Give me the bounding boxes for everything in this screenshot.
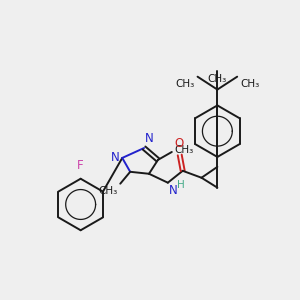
Text: CH₃: CH₃ bbox=[98, 186, 117, 196]
Text: CH₃: CH₃ bbox=[208, 74, 227, 84]
Text: H: H bbox=[177, 180, 184, 190]
Text: CH₃: CH₃ bbox=[175, 145, 194, 155]
Text: N: N bbox=[110, 152, 119, 164]
Text: CH₃: CH₃ bbox=[175, 79, 195, 89]
Text: N: N bbox=[145, 132, 154, 145]
Text: F: F bbox=[77, 159, 84, 172]
Text: N: N bbox=[169, 184, 178, 197]
Text: O: O bbox=[174, 137, 183, 150]
Text: CH₃: CH₃ bbox=[240, 79, 260, 89]
